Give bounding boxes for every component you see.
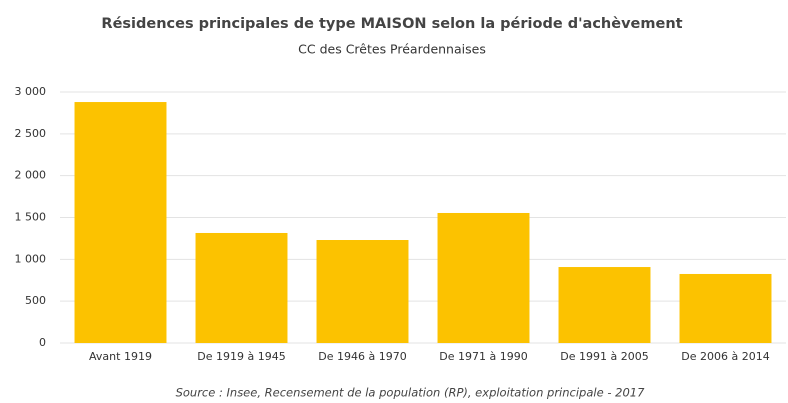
bar <box>558 267 651 343</box>
x-tick-label: De 1971 à 1990 <box>439 350 527 363</box>
x-tick-label: De 1991 à 2005 <box>560 350 648 363</box>
x-tick-label: De 1919 à 1945 <box>197 350 285 363</box>
bar <box>74 102 167 343</box>
y-tick-label: 2 500 <box>15 127 47 140</box>
y-tick-label: 2 000 <box>15 169 47 182</box>
y-tick-label: 1 000 <box>15 252 47 265</box>
chart-subtitle: CC des Crêtes Préardennaises <box>298 42 486 57</box>
bar <box>437 212 530 343</box>
y-tick-label: 1 500 <box>15 211 47 224</box>
x-tick-label: De 1946 à 1970 <box>318 350 406 363</box>
y-tick-label: 0 <box>39 336 46 349</box>
chart-source: Source : Insee, Recensement de la popula… <box>176 386 646 400</box>
bar <box>679 273 772 343</box>
y-tick-label: 500 <box>25 294 46 307</box>
x-tick-label: Avant 1919 <box>89 350 152 363</box>
x-tick-label: De 2006 à 2014 <box>681 350 769 363</box>
bar <box>316 240 409 343</box>
y-tick-label: 3 000 <box>15 85 47 98</box>
bar <box>195 232 288 343</box>
chart-title: Résidences principales de type MAISON se… <box>101 16 682 32</box>
